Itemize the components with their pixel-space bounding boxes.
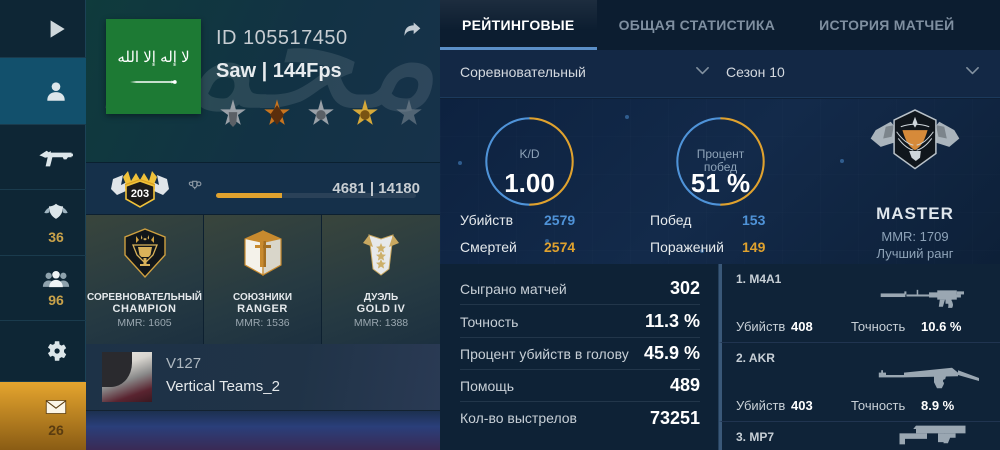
svg-text:203: 203 (131, 188, 149, 200)
